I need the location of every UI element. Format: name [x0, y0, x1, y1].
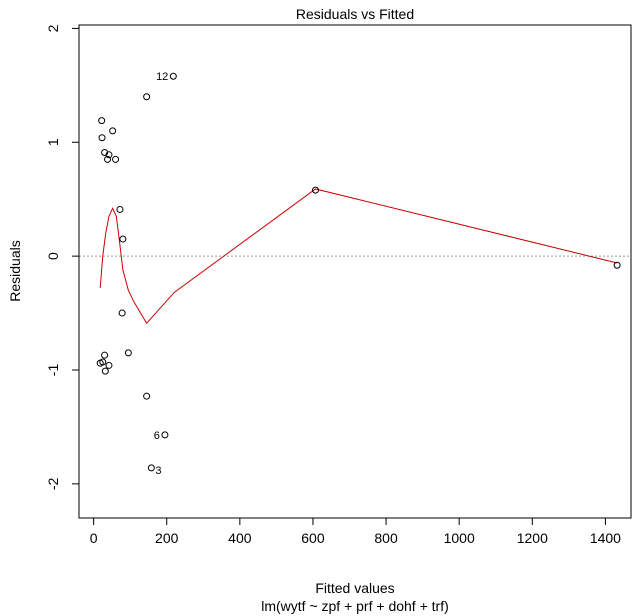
data-point — [101, 367, 109, 375]
chart-title: Residuals vs Fitted — [296, 6, 414, 22]
y-tick-label: 1 — [45, 138, 61, 146]
data-point — [169, 72, 177, 80]
smooth-line — [99, 188, 618, 325]
model-formula-subtitle: lm(wytf ~ zpf + prf + dohf + trf) — [261, 598, 449, 614]
data-point — [143, 93, 151, 101]
data-point — [613, 261, 621, 269]
data-point — [101, 351, 109, 359]
y-tick-label: -1 — [45, 364, 61, 377]
x-tick-label: 1200 — [517, 530, 548, 546]
y-axis: -2 -1 0 1 2 — [45, 24, 80, 490]
y-tick-label: -2 — [45, 477, 61, 490]
data-point — [119, 235, 127, 243]
data-point — [124, 349, 132, 357]
data-point — [161, 431, 169, 439]
data-points — [96, 72, 621, 472]
data-point — [98, 134, 106, 142]
data-point — [147, 464, 155, 472]
x-tick-label: 400 — [228, 530, 252, 546]
x-tick-label: 200 — [155, 530, 179, 546]
data-point — [312, 186, 320, 194]
data-point — [109, 127, 117, 135]
data-point — [118, 309, 126, 317]
data-point — [104, 155, 112, 163]
data-point — [116, 205, 124, 213]
x-tick-label: 0 — [90, 530, 98, 546]
point-label: 12 — [156, 71, 168, 83]
point-labels: 12 6 3 — [154, 71, 169, 477]
y-tick-label: 2 — [45, 24, 61, 32]
x-tick-label: 1400 — [590, 530, 621, 546]
x-tick-label: 800 — [374, 530, 398, 546]
data-point — [143, 392, 151, 400]
point-label: 3 — [155, 465, 161, 477]
x-tick-label: 600 — [301, 530, 325, 546]
data-point — [105, 361, 113, 369]
data-point — [112, 155, 120, 163]
point-label: 6 — [154, 430, 160, 442]
x-axis: 0 200 400 600 800 1000 1200 1400 — [90, 517, 621, 546]
y-tick-label: 0 — [45, 252, 61, 260]
data-point — [99, 358, 107, 366]
lowess-line — [99, 188, 618, 325]
plot-frame — [78, 24, 632, 519]
data-point — [105, 151, 113, 159]
x-axis-label: Fitted values — [315, 580, 394, 596]
data-point — [98, 117, 106, 125]
x-tick-label: 1000 — [444, 530, 475, 546]
y-axis-label: Residuals — [7, 240, 23, 301]
